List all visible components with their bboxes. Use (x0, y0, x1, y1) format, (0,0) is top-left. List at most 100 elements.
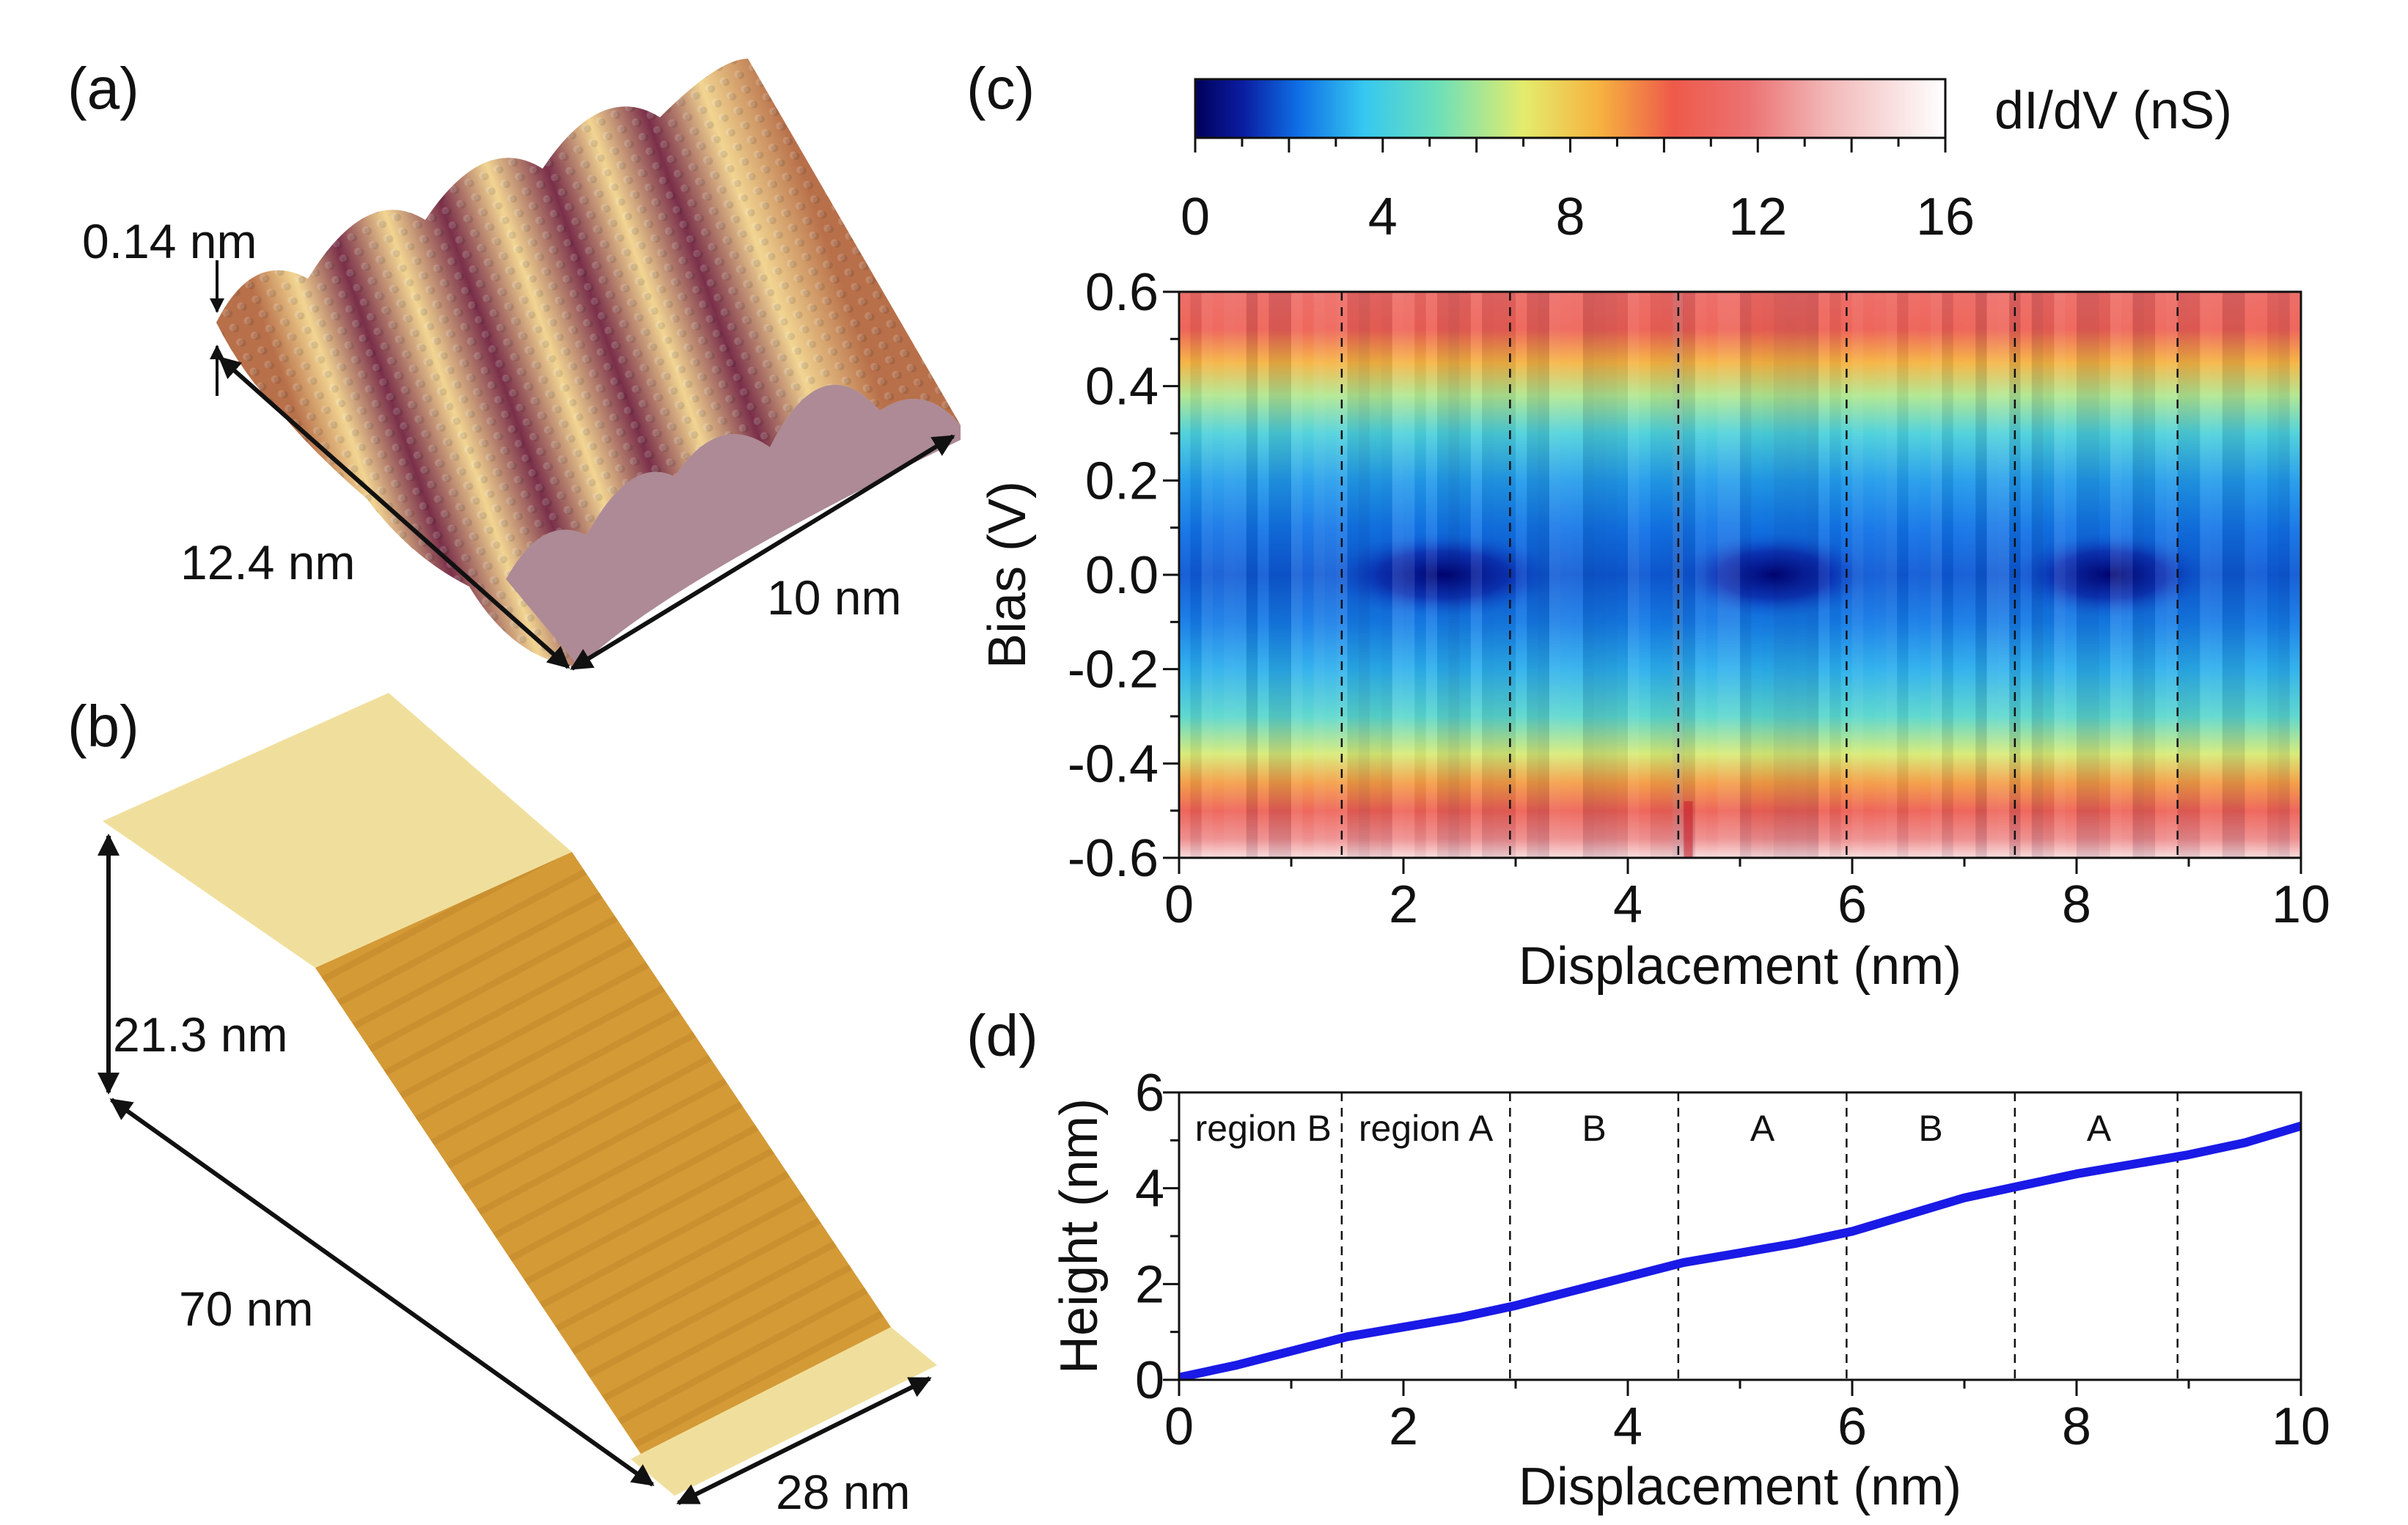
heatmap-column (2244, 292, 2256, 858)
heatmap-column (1717, 292, 1729, 858)
heatmap-ylabel: Bias (V) (978, 481, 1037, 669)
heatmap-column (1358, 292, 1370, 858)
heatmap-column (1448, 292, 1460, 858)
heatmap-column (1381, 292, 1392, 858)
heatmap-column (2255, 292, 2268, 858)
heatmap-xlabel: Displacement (nm) (1519, 937, 1961, 996)
heatmap-column (2077, 292, 2088, 858)
heatmap-streaks (1179, 292, 2301, 858)
panel-d: (d) region B region A B A B A 0 2 4 6 8 10 0 2 4 6 Dis… (966, 1003, 2330, 1516)
heatmap-column (1684, 801, 1693, 858)
heatmap-column (1908, 292, 1920, 858)
heatmap-column (1516, 292, 1527, 858)
width-arrow (570, 434, 955, 671)
height-xlabel: Displacement (nm) (1519, 1458, 1961, 1516)
gap-regions (1325, 532, 2211, 617)
heatmap-column (1829, 292, 1841, 858)
panel-a-width-label: 10 nm (767, 570, 901, 625)
panel-b-width-arrow (676, 1376, 932, 1505)
x-tick-label: 4 (1613, 1397, 1642, 1456)
heatmap-column (1280, 292, 1291, 858)
heatmap-column (1538, 292, 1549, 858)
panel-a-length-label: 12.4 nm (180, 535, 355, 589)
x-tick-label: 8 (2062, 875, 2091, 934)
heatmap-column (1852, 292, 1864, 858)
region-boundaries-d (1340, 1092, 2178, 1380)
heatmap-column (1560, 292, 1572, 858)
colorbar-tick-label: 4 (1368, 188, 1398, 246)
y-tick-label: 0.6 (1085, 263, 1159, 322)
heatmap-column (1302, 292, 1314, 858)
heatmap-column (2289, 292, 2301, 858)
region-label: region A (1359, 1108, 1494, 1149)
y-tick-label: -0.6 (1068, 829, 1159, 888)
heatmap-column (2222, 292, 2234, 858)
heatmap-column (2020, 292, 2032, 858)
colorbar-ticks: 0 4 8 12 16 (1181, 138, 1975, 246)
panel-a-height-label: 0.14 nm (82, 214, 257, 268)
heatmap-column (1414, 292, 1426, 858)
heatmap-column (1885, 292, 1898, 858)
heatmap-column (1616, 292, 1628, 858)
heatmap-column (2177, 292, 2189, 858)
x-tick-label: 2 (1389, 1397, 1418, 1456)
heatmap-column (1425, 292, 1437, 858)
y-tick-label: 0 (1135, 1351, 1164, 1410)
colorbar-tick-label: 16 (1916, 188, 1975, 246)
region-label: B (1918, 1108, 1942, 1149)
colorbar: dI/dV (nS) 0 4 8 12 16 (1181, 78, 2232, 246)
colorbar-tick-label: 8 (1555, 188, 1585, 246)
gap-region (2009, 532, 2211, 617)
heatmap-column (1728, 292, 1740, 858)
height-ylabel: Height (nm) (1050, 1098, 1109, 1374)
panel-a: (a) 0.14 nm 12.4 nm 10 nm (67, 56, 961, 671)
heatmap-column (2143, 292, 2156, 858)
region-label: A (2087, 1108, 2112, 1149)
heatmap-column (1212, 292, 1225, 858)
heatmap-column (2233, 292, 2245, 858)
heatmap-column (1942, 292, 1953, 858)
heatmap-column (1807, 292, 1819, 858)
heatmap-column (1684, 292, 1695, 858)
region-label: region B (1195, 1108, 1332, 1149)
height-profile-line (1179, 1121, 2301, 1380)
heatmap-column (2278, 292, 2290, 858)
heatmap-column (1975, 292, 1987, 858)
heatmap-column (2065, 292, 2077, 858)
region-label: A (1750, 1108, 1775, 1149)
heatmap-column (1964, 292, 1976, 858)
x-tick-label: 0 (1164, 875, 1194, 934)
panel-b-upper-terrace (103, 693, 572, 968)
heatmap-column (1785, 292, 1796, 858)
heatmap-column (1762, 292, 1774, 858)
heatmap-column (1392, 292, 1403, 858)
heatmap-column (1796, 292, 1807, 858)
colorbar-label: dI/dV (nS) (1994, 81, 2232, 140)
heatmap-column (2166, 292, 2178, 858)
region-label: B (1582, 1108, 1606, 1149)
heatmap-column (1650, 292, 1662, 858)
gap-region (1673, 532, 1874, 617)
heatmap-column (1313, 292, 1325, 858)
x-tick-label: 10 (2272, 1397, 2330, 1456)
heatmap-column (1235, 292, 1247, 858)
y-tick-label: 0.4 (1085, 358, 1159, 416)
x-tick-label: 2 (1389, 875, 1418, 934)
heatmap-column (1997, 292, 2010, 858)
heatmap-column (1470, 292, 1483, 858)
heatmap-column (1190, 292, 1202, 858)
heatmap-column (1661, 292, 1673, 858)
heatmap-column (2054, 292, 2066, 858)
colorbar-tick-label: 12 (1728, 188, 1787, 246)
heatmap-column (1818, 292, 1830, 858)
heatmap-column (1639, 292, 1651, 858)
y-tick-label: 4 (1135, 1160, 1164, 1219)
heatmap-column (1628, 292, 1640, 858)
heatmap-column (2088, 292, 2099, 858)
panel-b: (b) 21.3 nm 70 nm 28 nm (67, 693, 937, 1519)
heatmap-column (2200, 292, 2211, 858)
panel-d-label: (d) (966, 1003, 1038, 1068)
x-tick-label: 6 (1838, 875, 1867, 934)
panel-c-label: (c) (966, 56, 1035, 121)
